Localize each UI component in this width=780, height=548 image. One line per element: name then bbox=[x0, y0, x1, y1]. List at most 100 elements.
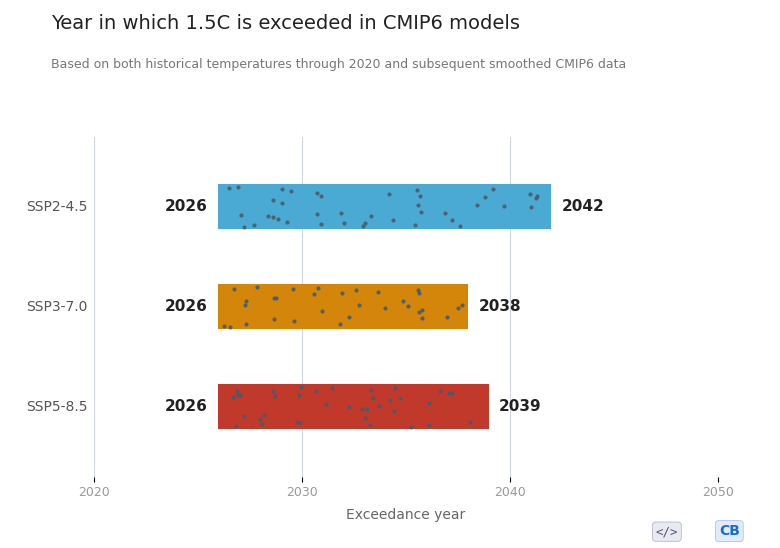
Point bbox=[232, 391, 245, 399]
Point bbox=[423, 399, 435, 408]
Point bbox=[334, 320, 346, 329]
Point bbox=[356, 221, 369, 230]
Point bbox=[402, 301, 414, 310]
Point bbox=[285, 186, 298, 195]
Point bbox=[350, 286, 363, 294]
Point bbox=[239, 300, 251, 309]
Point bbox=[239, 296, 252, 305]
Point bbox=[343, 403, 356, 412]
Text: SSP3-7.0: SSP3-7.0 bbox=[26, 300, 87, 314]
Point bbox=[267, 213, 279, 221]
Point bbox=[396, 296, 409, 305]
Point bbox=[275, 198, 288, 207]
Point bbox=[268, 294, 280, 303]
Point bbox=[388, 384, 401, 392]
Point bbox=[315, 191, 328, 200]
Text: Based on both historical temperatures through 2020 and subsequent smoothed CMIP6: Based on both historical temperatures th… bbox=[51, 58, 626, 71]
Point bbox=[232, 182, 244, 191]
Point bbox=[446, 215, 459, 224]
FancyBboxPatch shape bbox=[218, 185, 551, 230]
Point bbox=[281, 218, 293, 226]
Text: 2026: 2026 bbox=[165, 199, 208, 214]
Point bbox=[531, 191, 544, 200]
Point bbox=[268, 391, 281, 400]
Point bbox=[388, 407, 400, 416]
Point bbox=[238, 412, 250, 420]
Point bbox=[530, 194, 542, 203]
Point bbox=[223, 183, 236, 192]
Point bbox=[456, 301, 468, 310]
Text: 2039: 2039 bbox=[499, 399, 542, 414]
Point bbox=[387, 215, 399, 224]
Point bbox=[438, 208, 451, 217]
Point bbox=[310, 386, 323, 395]
Text: 2026: 2026 bbox=[165, 299, 208, 315]
Point bbox=[415, 207, 427, 216]
Point bbox=[373, 402, 385, 410]
Point bbox=[394, 393, 406, 402]
Point bbox=[359, 219, 371, 227]
Point bbox=[411, 201, 424, 209]
Point bbox=[311, 189, 324, 198]
Point bbox=[471, 201, 484, 209]
Point bbox=[423, 420, 435, 429]
Point bbox=[479, 193, 491, 202]
Point bbox=[235, 210, 247, 219]
Point bbox=[326, 384, 339, 392]
Point bbox=[413, 289, 426, 298]
Point bbox=[416, 305, 428, 314]
Text: CB: CB bbox=[719, 524, 739, 538]
Point bbox=[498, 202, 510, 210]
Point bbox=[413, 307, 425, 316]
Point bbox=[276, 185, 289, 194]
Point bbox=[288, 316, 300, 325]
Point bbox=[226, 392, 239, 401]
Point bbox=[361, 405, 374, 414]
Point bbox=[363, 420, 376, 429]
Point bbox=[315, 220, 328, 229]
Point bbox=[237, 223, 250, 232]
Text: 2026: 2026 bbox=[165, 399, 208, 414]
Point bbox=[251, 283, 264, 292]
Point bbox=[218, 322, 230, 330]
Point bbox=[268, 315, 280, 323]
Point bbox=[310, 210, 323, 219]
Point bbox=[525, 203, 537, 212]
X-axis label: Exceedance year: Exceedance year bbox=[346, 508, 465, 522]
Point bbox=[239, 320, 252, 329]
Point bbox=[224, 323, 236, 332]
Point bbox=[367, 393, 380, 402]
Point bbox=[256, 420, 268, 429]
Point bbox=[416, 313, 428, 322]
Point bbox=[409, 220, 421, 229]
Point bbox=[372, 288, 385, 296]
FancyBboxPatch shape bbox=[218, 284, 468, 329]
Point bbox=[356, 405, 368, 414]
Point bbox=[316, 306, 328, 315]
Point bbox=[443, 389, 456, 397]
Point bbox=[434, 387, 447, 396]
Point bbox=[335, 289, 348, 298]
Point bbox=[261, 212, 274, 221]
Point bbox=[378, 304, 391, 312]
Text: SSP2-4.5: SSP2-4.5 bbox=[26, 200, 87, 214]
Point bbox=[294, 383, 307, 391]
Point bbox=[464, 418, 477, 426]
Point bbox=[359, 413, 371, 422]
Point bbox=[441, 313, 453, 322]
Point bbox=[312, 283, 324, 292]
Point bbox=[487, 184, 499, 193]
Point bbox=[343, 312, 356, 321]
Point bbox=[410, 186, 423, 195]
Point bbox=[338, 218, 350, 227]
Point bbox=[365, 385, 378, 394]
Text: </>: </> bbox=[656, 525, 678, 538]
Point bbox=[248, 220, 261, 229]
Point bbox=[364, 212, 377, 220]
Point bbox=[353, 300, 365, 309]
Point bbox=[254, 415, 267, 424]
Point bbox=[413, 191, 426, 200]
Point bbox=[384, 396, 396, 404]
Point bbox=[228, 285, 240, 294]
Text: 2038: 2038 bbox=[478, 299, 521, 315]
